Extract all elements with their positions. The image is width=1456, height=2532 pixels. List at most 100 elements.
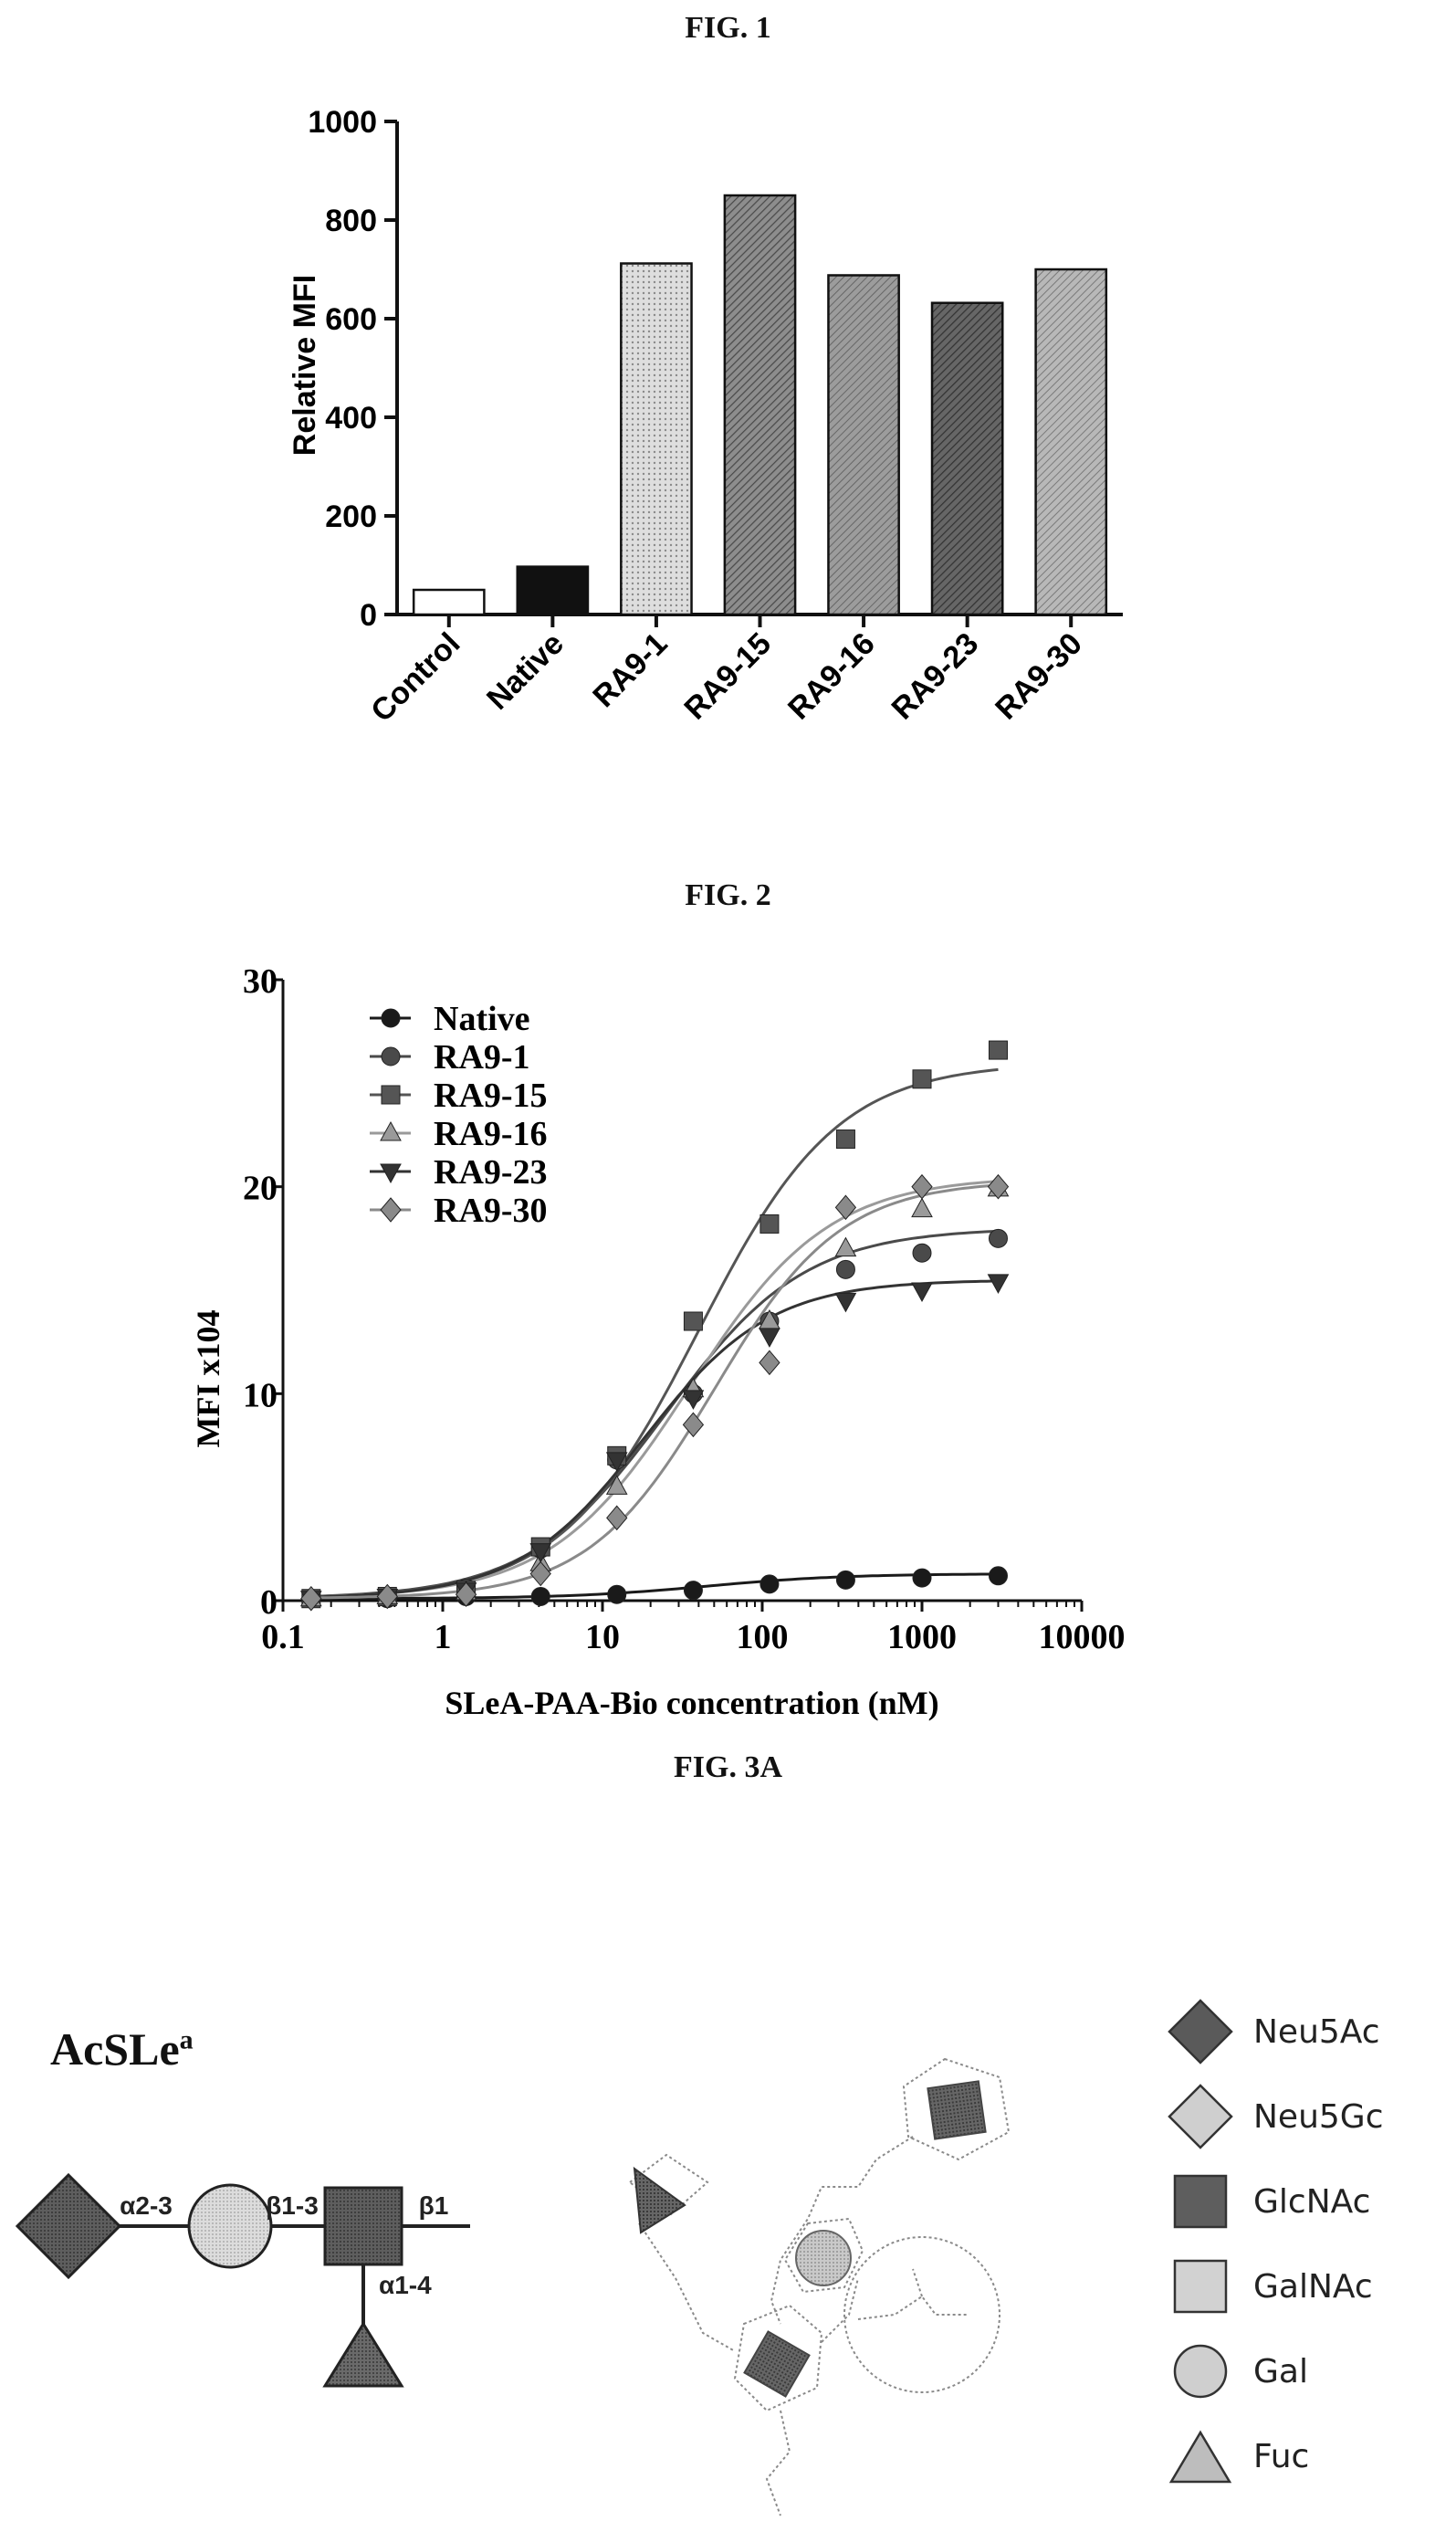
ring-outline-top bbox=[902, 2057, 1011, 2161]
fig2-legend-label: Native bbox=[434, 1000, 530, 1038]
legend-label: Neu5Ac bbox=[1253, 2013, 1380, 2051]
fig2-point-ra9-23 bbox=[911, 1282, 933, 1303]
fig2-point-native bbox=[530, 1586, 550, 1606]
fig2-fit-curve-ra9-15 bbox=[310, 1067, 999, 1598]
gal-circle-icon bbox=[1173, 2344, 1228, 2399]
fig1-y-tick-label: 0 bbox=[360, 598, 377, 633]
neu5ac-diamond-icon bbox=[15, 2172, 122, 2280]
legend-item-glcnac: GlcNAc bbox=[1164, 2165, 1438, 2238]
fig1-x-tick-label: Control bbox=[364, 626, 466, 729]
fig1-bar-ra9-1 bbox=[620, 262, 693, 616]
fig2-legend-label: RA9-23 bbox=[434, 1153, 548, 1192]
linkage-beta-1-3: β1-3 bbox=[266, 2191, 319, 2220]
fig2-point-ra9-15 bbox=[988, 1040, 1008, 1060]
fig2-x-tick-label: 1000 bbox=[887, 1618, 957, 1656]
fig2-point-native bbox=[607, 1584, 627, 1604]
gal-3d-sphere-icon bbox=[795, 2230, 852, 2286]
legend-item-neu5gc: Neu5Gc bbox=[1164, 2080, 1438, 2153]
fuc-3d-triangle-icon bbox=[633, 2166, 686, 2234]
fig2-point-ra9-30 bbox=[529, 1560, 551, 1587]
fig1-y-tick-label: 1000 bbox=[308, 105, 377, 140]
fig2-fit-curve-ra9-23 bbox=[310, 1279, 999, 1599]
fig2-point-ra9-23 bbox=[682, 1390, 705, 1410]
legend-label: Neu5Gc bbox=[1253, 2098, 1384, 2136]
fig2-legend-marker-ra9-15 bbox=[381, 1085, 401, 1105]
fig2-point-ra9-16 bbox=[605, 1475, 628, 1495]
legend-item-galnac: GalNAc bbox=[1164, 2250, 1438, 2323]
linkage-alpha-2-3: α2-3 bbox=[120, 2191, 173, 2220]
fig2-y-tick-label: 0 bbox=[260, 1583, 278, 1622]
fig1-bar-ra9-23 bbox=[930, 301, 1004, 616]
fig2-point-ra9-1 bbox=[835, 1259, 855, 1279]
molecular-3d-rendering bbox=[628, 2057, 1011, 2516]
fuc-triangle-icon bbox=[322, 2321, 404, 2388]
fig2-point-ra9-1 bbox=[912, 1243, 932, 1263]
fig1-bar-ra9-15 bbox=[723, 194, 797, 616]
fig1-x-tick-label: RA9-15 bbox=[677, 626, 778, 727]
legend-label: Fuc bbox=[1253, 2438, 1310, 2475]
fig2-legend-label: RA9-30 bbox=[434, 1192, 548, 1230]
ring-outline-gal bbox=[783, 2217, 864, 2294]
fig2-fit-curves bbox=[310, 1067, 999, 1601]
fig2-point-ra9-30 bbox=[455, 1581, 477, 1607]
fig2-point-ra9-30 bbox=[606, 1505, 628, 1531]
fig2-legend-marker-ra9-1 bbox=[381, 1046, 401, 1066]
fig1-bar-native bbox=[516, 565, 590, 616]
fig1-bar-ra9-30 bbox=[1034, 268, 1108, 616]
fig2-point-ra9-23 bbox=[529, 1543, 552, 1563]
fig2-point-native bbox=[912, 1568, 932, 1588]
fuc-triangle-icon bbox=[1168, 2430, 1232, 2484]
fig2-point-ra9-30 bbox=[300, 1585, 322, 1612]
fig2-x-tick-label: 10 bbox=[585, 1618, 620, 1656]
chain-link-mid bbox=[821, 2277, 859, 2343]
structure-label-text: AcSLe bbox=[50, 2023, 180, 2075]
linkage-beta-1: β1 bbox=[419, 2191, 449, 2220]
fig2-point-native bbox=[988, 1566, 1008, 1586]
glcnac-square-icon bbox=[1173, 2174, 1228, 2229]
fig1-x-tick-label: RA9-16 bbox=[781, 626, 882, 727]
fig1-y-tick-label: 600 bbox=[325, 302, 377, 337]
fig2-point-ra9-16 bbox=[834, 1236, 857, 1257]
fig2-point-native bbox=[683, 1581, 703, 1601]
chain-link-bottom bbox=[765, 2410, 791, 2516]
fig2-point-ra9-30 bbox=[987, 1173, 1010, 1200]
fig1-bar-ra9-16 bbox=[827, 274, 900, 616]
fig2-axes: 0 10 20 30 0.1 1 10 100 1000 10000 bbox=[243, 962, 1126, 1656]
fig2-point-ra9-23 bbox=[759, 1328, 780, 1348]
fig2-point-ra9-30 bbox=[834, 1194, 857, 1221]
fig2-point-ra9-15 bbox=[912, 1069, 932, 1089]
fig2-x-tick-label: 100 bbox=[737, 1618, 789, 1656]
glcnac-3d-square-icon-top bbox=[927, 2080, 987, 2140]
fig2-point-ra9-30 bbox=[376, 1583, 398, 1610]
legend-item-gal: Gal bbox=[1164, 2335, 1438, 2408]
fig1-x-tick-label: RA9-23 bbox=[885, 626, 986, 727]
fig2-point-native bbox=[759, 1574, 780, 1594]
fig2-legend-marker-ra9-30 bbox=[380, 1197, 402, 1223]
fig2-legend-marker-ra9-16 bbox=[380, 1120, 402, 1141]
circled-acetyl-group bbox=[843, 2236, 1000, 2393]
fig2-y-axis-label: MFI x104 bbox=[190, 1310, 226, 1448]
fig2-legend-label: RA9-1 bbox=[434, 1038, 530, 1077]
legend-label: GlcNAc bbox=[1253, 2183, 1371, 2221]
fig1-y-tick-label: 400 bbox=[325, 401, 377, 436]
fig2-point-ra9-23 bbox=[605, 1452, 628, 1472]
fig2-y-tick-label: 30 bbox=[243, 962, 278, 1001]
ring-outline-glcnac bbox=[733, 2304, 823, 2412]
fig2-point-ra9-1 bbox=[988, 1228, 1008, 1248]
glcnac-3d-square-icon bbox=[743, 2330, 811, 2398]
structure-label: AcSLea bbox=[50, 2022, 194, 2075]
neu5ac-diamond-icon bbox=[1168, 1999, 1233, 2064]
legend-item-neu5ac: Neu5Ac bbox=[1164, 1995, 1438, 2068]
fig1-tick-labels: Control Native RA9-1 RA9-15 RA9-16 RA9-23 RA9-… bbox=[364, 615, 1089, 729]
fig2-point-ra9-30 bbox=[759, 1350, 780, 1376]
fig1-y-tick-label: 200 bbox=[325, 499, 377, 534]
fig2-data-points bbox=[299, 1040, 1010, 1612]
fig2-x-tick-label: 0.1 bbox=[261, 1618, 305, 1656]
fig2-legend-marker-ra9-23 bbox=[380, 1163, 402, 1184]
fig2-y-tick-label: 10 bbox=[243, 1376, 278, 1414]
fig1-y-tick-label: 800 bbox=[325, 204, 377, 238]
chain-link-top bbox=[770, 2136, 914, 2325]
fig2-point-ra9-23 bbox=[834, 1292, 857, 1313]
